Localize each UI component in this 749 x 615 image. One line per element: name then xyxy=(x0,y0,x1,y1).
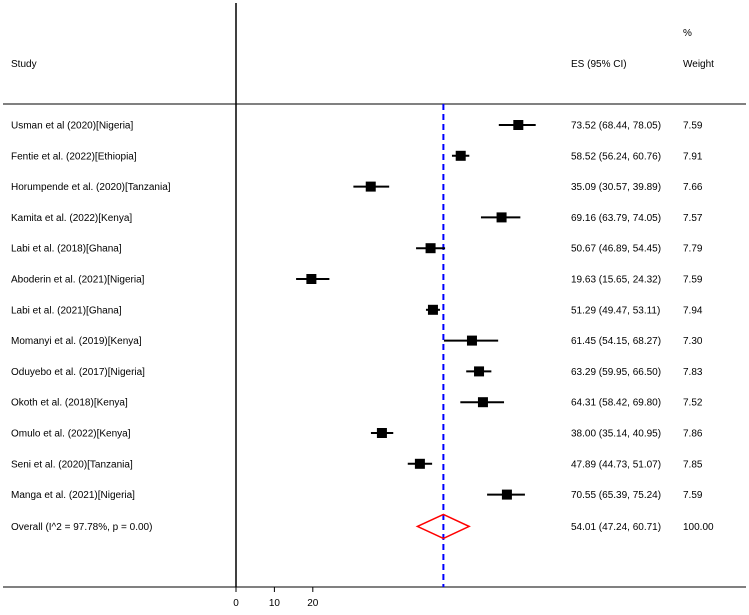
study-label: Kamita et al. (2022)[Kenya] xyxy=(11,213,132,224)
overall-es-ci-value: 54.01 (47.24, 60.71) xyxy=(571,522,661,533)
header-es: ES (95% CI) xyxy=(571,59,627,70)
weight-value: 7.86 xyxy=(683,429,703,440)
weight-value: 7.52 xyxy=(683,398,703,409)
effect-size-marker xyxy=(466,335,477,346)
effect-size-marker xyxy=(455,150,466,161)
study-label: Fentie et al. (2022)[Ethiopia] xyxy=(11,151,137,162)
effect-size-marker xyxy=(513,120,524,130)
weight-value: 7.57 xyxy=(683,213,703,224)
x-tick-label: 20 xyxy=(307,598,319,609)
es-ci-value: 47.89 (44.73, 51.07) xyxy=(571,459,661,470)
es-ci-value: 63.29 (59.95, 66.50) xyxy=(571,367,661,378)
weight-value: 7.59 xyxy=(683,490,703,501)
es-ci-value: 69.16 (63.79, 74.05) xyxy=(571,213,661,224)
header-study: Study xyxy=(11,59,37,70)
header-weight: Weight xyxy=(683,59,714,70)
study-label: Momanyi et al. (2019)[Kenya] xyxy=(11,336,142,347)
weight-value: 7.59 xyxy=(683,121,703,132)
study-label: Usman et al (2020)[Nigeria] xyxy=(11,121,133,132)
header-weight-percent: % xyxy=(683,28,692,39)
effect-size-marker xyxy=(501,489,512,500)
x-tick-label: 0 xyxy=(233,598,239,609)
weight-value: 7.59 xyxy=(683,275,703,286)
effect-size-marker xyxy=(496,212,507,223)
es-ci-value: 19.63 (15.65, 24.32) xyxy=(571,275,661,286)
study-label: Okoth et al. (2018)[Kenya] xyxy=(11,398,128,409)
weight-value: 7.85 xyxy=(683,459,703,470)
effect-size-marker xyxy=(365,181,376,192)
overall-label: Overall (I^2 = 97.78%, p = 0.00) xyxy=(11,522,152,533)
study-label: Labi et al. (2018)[Ghana] xyxy=(11,244,122,255)
effect-size-marker xyxy=(477,397,488,408)
effect-size-marker xyxy=(474,366,485,377)
weight-value: 7.91 xyxy=(683,151,703,162)
effect-size-marker xyxy=(425,243,436,254)
weight-value: 7.94 xyxy=(683,305,703,316)
es-ci-value: 64.31 (58.42, 69.80) xyxy=(571,398,661,409)
weight-value: 7.66 xyxy=(683,182,703,193)
es-ci-value: 51.29 (49.47, 53.11) xyxy=(571,305,660,316)
study-label: Horumpende et al. (2020)[Tanzania] xyxy=(11,182,171,193)
es-ci-value: 35.09 (30.57, 39.89) xyxy=(571,182,661,193)
es-ci-value: 70.55 (65.39, 75.24) xyxy=(571,490,661,501)
study-label: Aboderin et al. (2021)[Nigeria] xyxy=(11,275,145,286)
effect-size-marker xyxy=(376,428,387,438)
es-ci-value: 38.00 (35.14, 40.95) xyxy=(571,429,661,440)
study-label: Seni et al. (2020)[Tanzania] xyxy=(11,459,133,470)
es-ci-value: 58.52 (56.24, 60.76) xyxy=(571,151,661,162)
study-label: Manga et al. (2021)[Nigeria] xyxy=(11,490,135,501)
study-label: Omulo et al. (2022)[Kenya] xyxy=(11,429,131,440)
es-ci-value: 61.45 (54.15, 68.27) xyxy=(571,336,661,347)
overall-diamond xyxy=(415,513,471,540)
weight-value: 7.30 xyxy=(683,336,703,347)
overall-weight-value: 100.00 xyxy=(683,522,714,533)
effect-size-marker xyxy=(414,458,425,469)
x-tick-label: 10 xyxy=(269,598,281,609)
es-ci-value: 50.67 (46.89, 54.45) xyxy=(571,244,661,255)
effect-size-marker xyxy=(427,304,438,315)
weight-value: 7.83 xyxy=(683,367,703,378)
study-label: Labi et al. (2021)[Ghana] xyxy=(11,305,122,316)
effect-size-marker xyxy=(306,274,317,284)
weight-value: 7.79 xyxy=(683,244,703,255)
es-ci-value: 73.52 (68.44, 78.05) xyxy=(571,121,661,132)
study-label: Oduyebo et al. (2017)[Nigeria] xyxy=(11,367,145,378)
